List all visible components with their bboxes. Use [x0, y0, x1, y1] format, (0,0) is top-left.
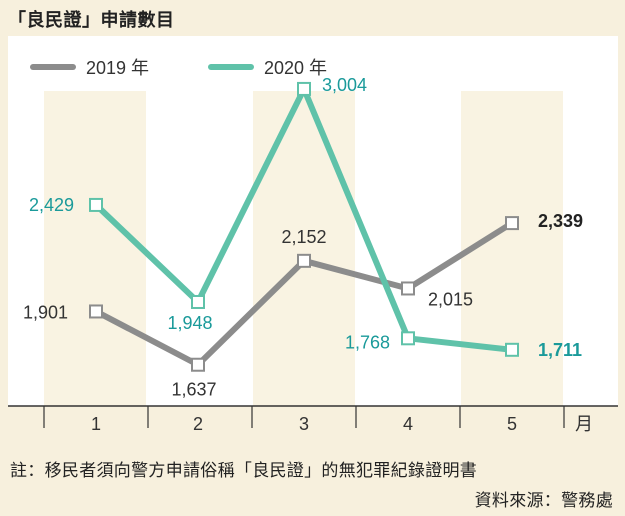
data-label-2019: 2,152 [281, 227, 326, 247]
x-tick-label: 3 [299, 414, 309, 434]
series-2019-point [191, 357, 205, 372]
legend-swatch-2020 [208, 64, 254, 70]
data-label-2020: 1,768 [345, 332, 390, 352]
data-label-2019: 1,637 [171, 380, 216, 400]
data-label-2020: 2,429 [29, 195, 74, 215]
series-2020-point [89, 197, 103, 212]
x-tick-label: 4 [403, 414, 413, 434]
x-axis-unit-label: 月 [575, 414, 593, 435]
chart-title: 「良民證」申請數目 [8, 10, 175, 31]
legend-item-2020: 2020 年 [208, 54, 327, 80]
data-label-2019: 1,901 [23, 302, 68, 322]
data-label-2019: 2,015 [428, 289, 473, 309]
chart-area: 1 2 3 4 5 月 1,901 1,637 2,152 2,015 2,339 2,429 1,94… [8, 36, 618, 444]
x-tick-label: 5 [507, 414, 517, 434]
legend-swatch-2019 [30, 64, 76, 70]
data-label-2020: 1,948 [167, 313, 212, 333]
legend-item-2019: 2019 年 [30, 54, 149, 80]
series-2019-point [89, 304, 103, 319]
column-band [253, 91, 355, 406]
series-2019-point [297, 253, 311, 268]
series-2020-point [297, 81, 311, 96]
source-note: 資料來源：警務處 [474, 491, 613, 511]
x-tick-label: 2 [193, 414, 203, 434]
data-label-2019: 2,339 [538, 211, 583, 231]
data-label-2020: 1,711 [538, 340, 582, 360]
series-2020-point [191, 294, 205, 309]
series-2020-point [401, 331, 415, 346]
legend-label-2019: 2019 年 [86, 58, 150, 78]
data-label-2020: 3,004 [322, 75, 367, 95]
x-tick-label: 1 [91, 414, 101, 434]
line-chart: 1 2 3 4 5 月 1,901 1,637 2,152 2,015 2,339 2,429 1,94… [8, 36, 618, 435]
series-2019-point [401, 281, 415, 296]
series-2019-point [505, 216, 519, 231]
footnote: 註：移民者須向警方申請俗稱「良民證」的無犯罪紀錄證明書 [10, 461, 478, 481]
legend-label-2020: 2020 年 [264, 58, 328, 78]
column-band [44, 91, 146, 406]
series-2020-point [505, 342, 519, 357]
